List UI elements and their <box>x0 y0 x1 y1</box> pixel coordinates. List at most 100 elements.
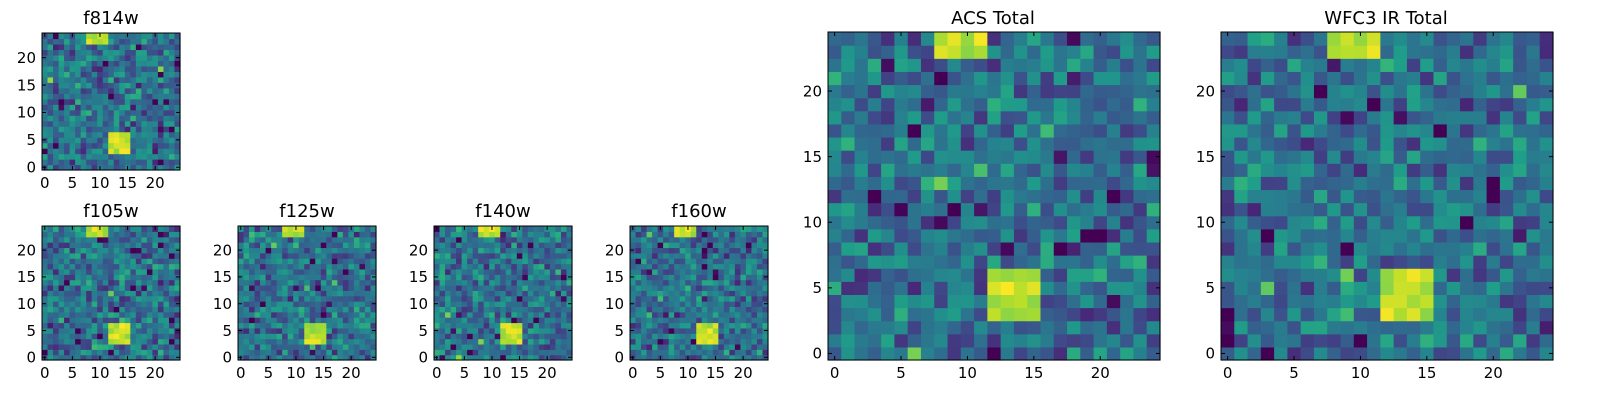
heatmap-cell <box>119 226 126 232</box>
heatmap-cell <box>907 320 922 335</box>
heatmap-cell <box>265 236 272 243</box>
heatmap-cell <box>511 327 518 334</box>
heatmap-cell <box>113 242 120 249</box>
heatmap-cell <box>1313 176 1328 191</box>
heatmap-cell <box>483 247 490 254</box>
heatmap-cell <box>47 279 54 286</box>
heatmap-cell <box>538 306 545 313</box>
heatmap-cell <box>657 231 664 238</box>
heatmap-cell <box>1093 215 1108 230</box>
heatmap-cell <box>53 76 60 83</box>
heatmap-cell <box>1133 320 1148 335</box>
heatmap-cell <box>1327 320 1342 335</box>
heatmap-cell <box>505 322 512 329</box>
heatmap-cell <box>254 242 261 249</box>
heatmap-cell <box>646 236 653 243</box>
heatmap-cell <box>58 333 65 340</box>
heatmap-cell <box>646 311 653 318</box>
heatmap-cell <box>734 268 741 275</box>
heatmap-cell <box>734 279 741 286</box>
heatmap-cell <box>549 327 557 334</box>
heatmap-cell <box>337 242 344 249</box>
heatmap-cell <box>135 258 142 265</box>
heatmap-cell <box>91 87 98 94</box>
heatmap-cell <box>854 136 869 151</box>
heatmap-cell <box>701 295 708 302</box>
heatmap-cell <box>1486 58 1501 72</box>
heatmap-cell <box>522 327 529 334</box>
heatmap-cell <box>712 306 719 313</box>
heatmap-cell <box>934 255 949 269</box>
y-tick-label: 15 <box>17 268 36 286</box>
heatmap-cell <box>146 109 153 116</box>
heatmap-cell <box>734 247 741 254</box>
heatmap-cell <box>841 202 856 217</box>
heatmap-cell <box>260 274 267 281</box>
heatmap-cell <box>174 338 181 345</box>
heatmap-cell <box>511 338 518 345</box>
heatmap-cell <box>1300 228 1315 243</box>
heatmap-cell <box>47 311 54 318</box>
heatmap-cell <box>58 33 65 40</box>
heatmap-cell <box>461 322 468 329</box>
heatmap-cell <box>560 226 568 232</box>
heatmap-cell <box>1221 215 1235 230</box>
heatmap-cell <box>163 284 170 291</box>
heatmap-cell <box>353 343 361 350</box>
heatmap-cell <box>1486 150 1501 164</box>
heatmap-cell <box>42 317 49 324</box>
heatmap-cell <box>701 306 708 313</box>
heatmap-cell <box>130 279 137 286</box>
heatmap-cell <box>544 279 551 286</box>
heatmap-cell <box>135 252 142 259</box>
heatmap-cell <box>751 268 758 275</box>
heatmap-cell <box>439 301 446 307</box>
heatmap-cell <box>69 38 76 45</box>
heatmap-cell <box>527 333 534 340</box>
heatmap-cell <box>287 279 294 286</box>
heatmap-cell <box>163 49 170 56</box>
heatmap-cell <box>881 241 895 256</box>
heatmap-cell <box>69 258 76 265</box>
heatmap-cell <box>238 322 245 329</box>
heatmap-cell <box>69 76 76 83</box>
x-tick-label: 15 <box>118 174 137 192</box>
heatmap-cell <box>1353 97 1368 112</box>
heatmap-cell <box>1473 346 1488 361</box>
heatmap-cell <box>646 317 653 324</box>
heatmap-cell <box>97 131 104 138</box>
heatmap-cell <box>58 284 65 291</box>
heatmap-cell <box>102 290 109 297</box>
heatmap-cell <box>1353 215 1368 230</box>
heatmap-cell <box>157 349 165 356</box>
heatmap-cell <box>146 153 153 160</box>
heatmap-cell <box>745 306 753 313</box>
heatmap-cell <box>135 279 142 286</box>
heatmap-cell <box>461 236 468 243</box>
heatmap-cell <box>544 317 551 324</box>
heatmap-cell <box>102 153 109 160</box>
heatmap-cell <box>756 236 764 243</box>
heatmap-cell <box>934 202 949 217</box>
heatmap-cell <box>718 236 725 243</box>
heatmap-cell <box>113 137 120 144</box>
heatmap-cell <box>1460 268 1474 282</box>
heatmap-cell <box>168 301 176 307</box>
heatmap-cell <box>1053 45 1068 59</box>
heatmap-cell <box>157 38 165 45</box>
heatmap-cell <box>326 290 333 297</box>
heatmap-cell <box>740 242 747 249</box>
heatmap-cell <box>1260 123 1275 138</box>
heatmap-cell <box>522 231 529 238</box>
heatmap-cell <box>287 301 294 307</box>
heatmap-cell <box>64 137 71 144</box>
heatmap-cell <box>86 82 93 89</box>
heatmap-cell <box>974 45 988 59</box>
heatmap-cell <box>1013 176 1028 191</box>
heatmap-cell <box>668 343 675 350</box>
heatmap-cell <box>53 327 60 334</box>
heatmap-cell <box>478 338 485 345</box>
heatmap-cell <box>1367 84 1381 99</box>
